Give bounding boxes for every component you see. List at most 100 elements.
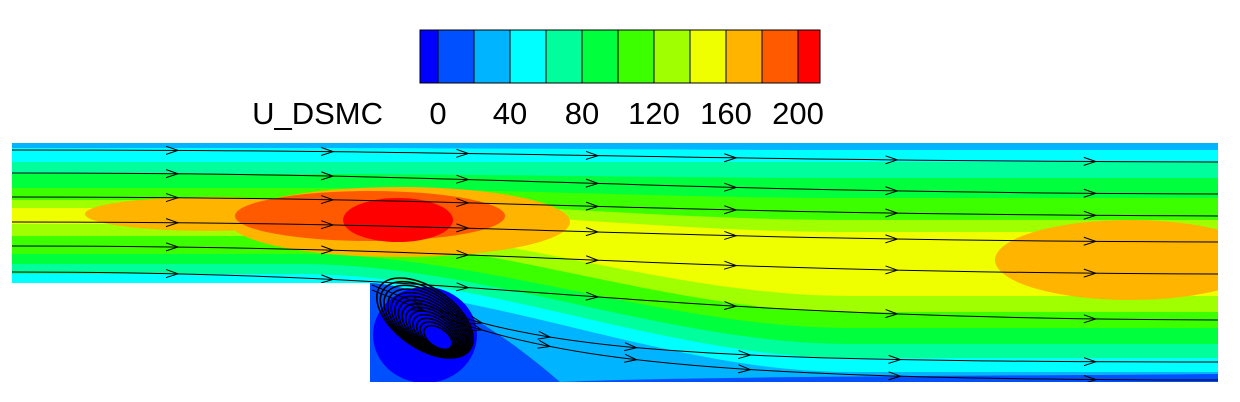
streamline-arrow xyxy=(320,171,335,181)
streamline-arrow xyxy=(1083,374,1098,382)
streamlines xyxy=(12,145,1218,382)
streamline-arrow xyxy=(585,150,600,160)
streamline-arrow xyxy=(320,274,335,284)
streamline-arrow xyxy=(1083,268,1098,278)
streamline-arrow xyxy=(165,169,180,179)
streamline-arrow xyxy=(585,201,600,211)
streamline-arrow xyxy=(624,342,639,352)
streamline-arrow xyxy=(885,234,900,244)
streamline-arrow xyxy=(724,230,738,240)
streamline-arrow xyxy=(456,223,470,233)
streamline-arrow xyxy=(165,269,180,279)
streamline-arrow xyxy=(320,195,335,205)
streamline-arrow xyxy=(585,178,600,188)
streamline-arrow xyxy=(723,260,738,270)
streamline-arrow xyxy=(320,147,335,156)
colorbar-segment xyxy=(617,29,655,84)
colorbar-label: U_DSMC xyxy=(252,96,383,131)
streamline-arrow xyxy=(469,322,484,332)
recirculation-line xyxy=(415,317,457,352)
streamline-arrow xyxy=(1083,210,1098,220)
streamline-arrow xyxy=(455,282,470,292)
streamline xyxy=(12,196,1218,217)
colorbar-tick-label: 80 xyxy=(565,96,599,131)
streamline-arrow xyxy=(888,354,903,364)
streamline-arrow xyxy=(585,291,600,301)
recirculation-line xyxy=(408,310,460,353)
streamline-arrow xyxy=(738,364,752,374)
streamline-arrow xyxy=(885,208,900,218)
recirculation-line xyxy=(386,288,470,357)
streamline-arrow xyxy=(165,193,180,203)
streamline-arrow xyxy=(885,265,900,275)
recirculation-line xyxy=(375,277,475,359)
recirculation-line xyxy=(423,324,453,351)
streamline-arrow xyxy=(885,186,900,196)
streamline-arrow xyxy=(1083,314,1098,324)
colorbar-segment xyxy=(509,29,547,84)
streamline-arrow xyxy=(885,155,900,165)
streamline-arrow xyxy=(1083,236,1098,246)
contour-band xyxy=(995,220,1218,300)
contour-band xyxy=(12,208,1218,296)
streamline-arrow xyxy=(320,220,335,230)
streamline-arrow xyxy=(456,148,470,158)
colorbar-segment xyxy=(581,29,619,84)
streamline-arrow xyxy=(469,315,484,325)
colorbar-segment xyxy=(545,29,583,84)
streamline-arrow xyxy=(165,242,180,252)
streamline-arrow xyxy=(885,309,900,319)
colorbar-segment xyxy=(437,29,475,84)
streamline-arrow xyxy=(456,249,470,259)
recirculation-line xyxy=(390,291,468,357)
streamline-arrow xyxy=(585,227,600,237)
streamline xyxy=(12,221,1218,243)
colorbar-tick-label: 40 xyxy=(493,96,527,131)
colorbar-segment xyxy=(797,29,821,84)
colorbar-tick-label: 200 xyxy=(772,96,824,131)
streamline-arrow xyxy=(1083,156,1098,166)
streamline xyxy=(12,149,1218,163)
colorbar-segment xyxy=(761,29,799,84)
recirculation-line xyxy=(383,284,471,358)
contour-band xyxy=(560,374,1218,382)
streamline-arrow xyxy=(537,330,552,340)
streamline-arrow xyxy=(724,205,738,215)
colorbar-tick-label: 160 xyxy=(700,96,752,131)
streamline-arrow xyxy=(624,353,639,363)
streamline-arrow xyxy=(165,218,180,228)
streamline-arrow xyxy=(724,153,738,163)
streamline-arrow xyxy=(1083,188,1098,198)
streamline-arrow xyxy=(723,301,738,311)
streamline-arrow xyxy=(738,350,752,360)
recirculation-line xyxy=(412,313,458,353)
streamline-arrow xyxy=(888,371,903,381)
streamline-arrow xyxy=(585,255,600,265)
colorbar-segment xyxy=(653,29,691,84)
colorbar-tick-label: 0 xyxy=(429,96,446,131)
streamline xyxy=(12,245,1218,275)
streamline-arrow xyxy=(456,174,470,184)
colorbar: 0 40 80 120 160 200 xyxy=(419,29,824,131)
streamline xyxy=(12,271,1218,321)
streamline-arrow xyxy=(537,339,552,349)
recirculation-line xyxy=(397,299,465,355)
streamline-arrow xyxy=(1083,357,1098,367)
streamline-arrow xyxy=(456,198,470,208)
colorbar-tick-label: 120 xyxy=(628,96,680,131)
streamline-arrow xyxy=(320,245,335,255)
colorbar-segment xyxy=(689,29,727,84)
streamline xyxy=(12,172,1218,195)
contour-band xyxy=(343,198,453,242)
recirculation-line xyxy=(379,280,473,359)
recirculation-line xyxy=(419,321,455,351)
streamline-arrow xyxy=(724,182,738,192)
colorbar-segment xyxy=(419,29,439,84)
recirculation-line xyxy=(404,306,462,354)
colorbar-segment xyxy=(473,29,511,84)
colorbar-segment xyxy=(725,29,763,84)
recirculation-line xyxy=(394,295,466,356)
